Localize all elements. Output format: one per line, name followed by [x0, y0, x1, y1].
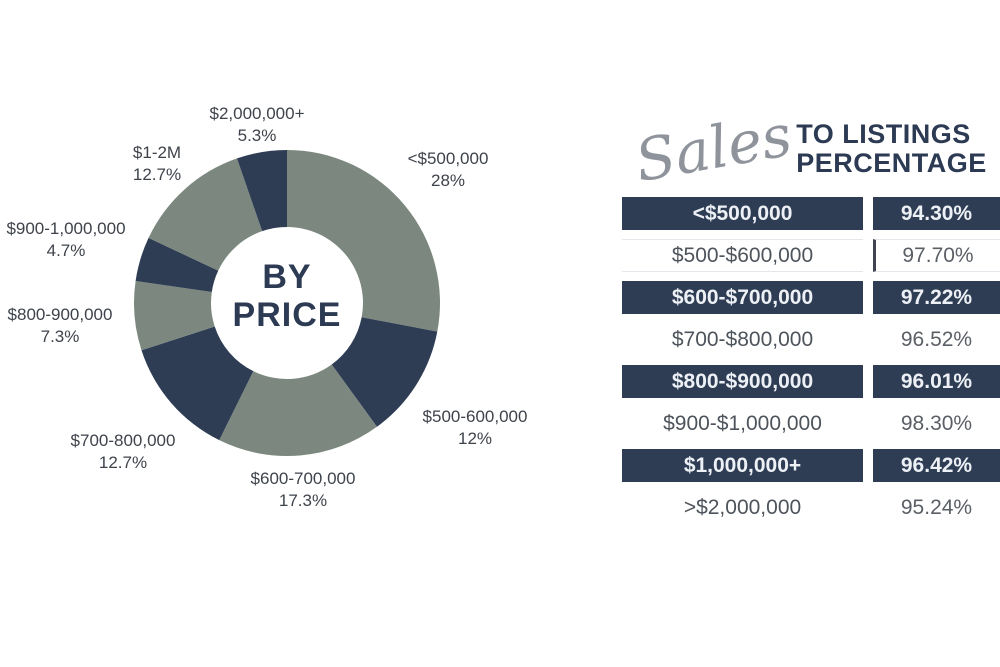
percentage-cell: 98.30% — [900, 412, 973, 435]
donut-center-title: BY PRICE — [187, 258, 387, 334]
slice-category-text: $800-900,000 — [7, 305, 113, 324]
slice-category-text: $1-2M — [132, 143, 182, 162]
slice-percent-text: 12% — [457, 429, 493, 448]
percentage-cell: 96.52% — [900, 328, 973, 351]
table-row: $500-$600,000 97.70% — [622, 239, 1000, 272]
by-price-donut-chart — [134, 150, 440, 457]
percentage-cell: 97.70% — [873, 239, 1000, 272]
sales-to-listings-header: Sales TO LISTINGS PERCENTAGE — [622, 100, 1000, 196]
donut-slice-label-4: $800-900,000 7.3% — [0, 304, 150, 348]
donut-slice-label-5: $900-1,000,000 4.7% — [0, 218, 156, 262]
price-range-cell: $500-$600,000 — [622, 239, 863, 272]
header-title-line1: TO LISTINGS — [796, 119, 971, 149]
table-row: <$500,000 94.30% — [622, 197, 1000, 230]
donut-center-title-line1: BY — [262, 258, 312, 296]
table-row: >$2,000,000 95.24% — [622, 491, 1000, 524]
donut-slice-7 — [236, 150, 287, 232]
slice-percent-text: 5.3% — [237, 126, 277, 145]
donut-slice-4 — [134, 280, 215, 351]
sales-to-listings-table: <$500,000 94.30% $500-$600,000 97.70% $600-$… — [622, 197, 1000, 533]
price-range-cell: $900-$1,000,000 — [663, 412, 822, 435]
price-range-cell: <$500,000 — [622, 197, 863, 230]
percentage-cell: 96.01% — [873, 365, 1000, 398]
percentage-cell: 96.42% — [873, 449, 1000, 482]
slice-category-text: $700-800,000 — [70, 431, 176, 450]
percentage-cell: 97.22% — [873, 281, 1000, 314]
donut-slice-2 — [219, 364, 377, 457]
slice-percent-text: 28% — [430, 171, 466, 190]
slice-percent-text: 12.7% — [98, 453, 148, 472]
table-row: $700-$800,000 96.52% — [622, 323, 1000, 356]
price-range-cell: $1,000,000+ — [622, 449, 863, 482]
slice-percent-text: 17.3% — [278, 491, 328, 510]
table-row: $900-$1,000,000 98.30% — [622, 407, 1000, 440]
donut-slice-0 — [287, 150, 440, 332]
slice-category-text: $500-600,000 — [422, 407, 528, 426]
table-row: $600-$700,000 97.22% — [622, 281, 1000, 314]
script-word-sales: Sales — [630, 100, 797, 196]
slice-category-text: $600-700,000 — [250, 469, 356, 488]
donut-slice-label-1: $500-600,000 12% — [385, 406, 565, 450]
percentage-cell: 95.24% — [900, 496, 973, 519]
slice-percent-text: 4.7% — [46, 241, 86, 260]
donut-slice-label-3: $700-800,000 12.7% — [33, 430, 213, 474]
donut-slice-5 — [135, 237, 219, 293]
header-title-line2: PERCENTAGE — [796, 148, 987, 178]
donut-slice-label-6: $1-2M 12.7% — [67, 142, 247, 186]
price-range-cell: $600-$700,000 — [622, 281, 863, 314]
donut-slice-1 — [331, 317, 438, 427]
donut-center-title-line2: PRICE — [232, 296, 342, 334]
donut-slice-label-7: $2,000,000+ 5.3% — [167, 103, 347, 147]
slice-category-text: $2,000,000+ — [209, 104, 305, 123]
header-title: TO LISTINGS PERCENTAGE — [796, 120, 987, 178]
table-row: $1,000,000+ 96.42% — [622, 449, 1000, 482]
slice-category-text: $900-1,000,000 — [6, 219, 126, 238]
percentage-cell: 94.30% — [873, 197, 1000, 230]
price-range-cell: >$2,000,000 — [683, 496, 802, 519]
donut-slice-3 — [141, 326, 254, 441]
table-row: $800-$900,000 96.01% — [622, 365, 1000, 398]
price-range-cell: $700-$800,000 — [671, 328, 814, 351]
price-range-cell: $800-$900,000 — [622, 365, 863, 398]
donut-slice-label-2: $600-700,000 17.3% — [213, 468, 393, 512]
donut-slice-label-0: <$500,000 28% — [358, 148, 538, 192]
slice-category-text: <$500,000 — [407, 149, 489, 168]
slice-percent-text: 7.3% — [40, 327, 80, 346]
slice-percent-text: 12.7% — [132, 165, 182, 184]
donut-slice-6 — [148, 158, 263, 271]
